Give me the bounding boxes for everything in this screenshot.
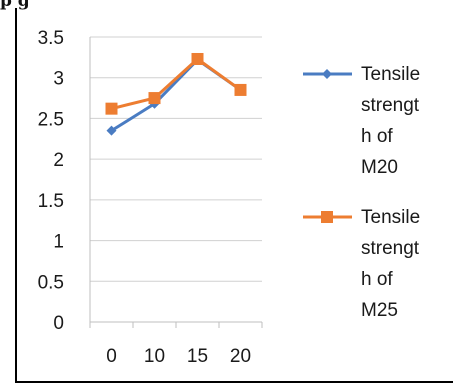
- legend-label: strengt: [361, 95, 420, 116]
- data-point: [191, 52, 204, 65]
- y-tick-label: 1: [53, 232, 64, 253]
- y-tick-label: 3: [53, 69, 64, 90]
- legend-label: h of: [361, 269, 393, 290]
- legend-marker: [321, 211, 333, 223]
- data-point: [234, 83, 247, 96]
- x-tick-label: 20: [230, 346, 251, 367]
- gridlines: [90, 36, 262, 282]
- legend-label: h of: [361, 126, 393, 147]
- data-point: [148, 92, 161, 105]
- data-point: [105, 102, 118, 115]
- legend-label: Tensile: [361, 207, 420, 228]
- legend-label: M25: [361, 300, 398, 321]
- y-tick-label: 3.5: [38, 28, 64, 49]
- y-tick-label: 2.5: [38, 109, 64, 130]
- x-tick-label: 10: [144, 346, 165, 367]
- y-tick-label: 0: [53, 313, 64, 334]
- x-tick-label: 0: [106, 346, 117, 367]
- series-line: [110, 58, 242, 132]
- x-tick-label: 15: [187, 346, 208, 367]
- y-tick-label: 2: [53, 150, 64, 171]
- legend-label: M20: [361, 157, 398, 178]
- legend-marker: [322, 69, 332, 79]
- series: [105, 52, 247, 136]
- series-line: [111, 57, 242, 111]
- legend: Tensile strengt h of M20 Tensile strengt h of M…: [303, 64, 420, 321]
- axes: 0 0.5 1 1.5 2 2.5 3 3.5 0 10 15 20: [38, 28, 263, 367]
- y-tick-label: 1.5: [38, 191, 64, 212]
- legend-label: Tensile: [361, 64, 420, 85]
- data-point: [106, 125, 117, 136]
- y-tick-label: 0.5: [38, 272, 64, 293]
- cropped-caption: p g: [0, 0, 30, 11]
- legend-label: strengt: [361, 238, 420, 259]
